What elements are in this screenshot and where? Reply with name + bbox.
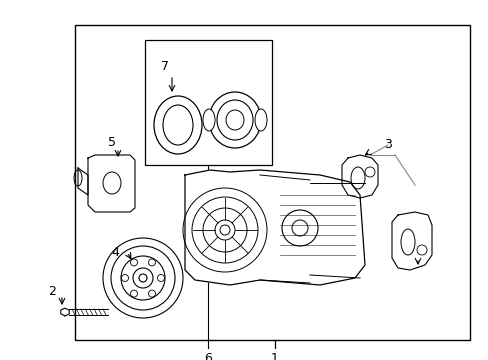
Text: 4: 4 [111, 246, 119, 259]
Bar [145, 40, 271, 165]
Polygon shape [184, 170, 364, 285]
Text: 7: 7 [161, 60, 169, 73]
Text: 5: 5 [108, 136, 116, 149]
Text: 6: 6 [203, 352, 211, 360]
Bar [75, 25, 469, 340]
Polygon shape [88, 155, 135, 212]
Text: 2: 2 [48, 285, 56, 298]
Polygon shape [78, 168, 88, 195]
Text: 3: 3 [383, 138, 391, 151]
Polygon shape [391, 212, 431, 270]
Ellipse shape [254, 109, 266, 131]
Polygon shape [341, 155, 377, 198]
Ellipse shape [203, 109, 215, 131]
Text: 1: 1 [270, 352, 278, 360]
